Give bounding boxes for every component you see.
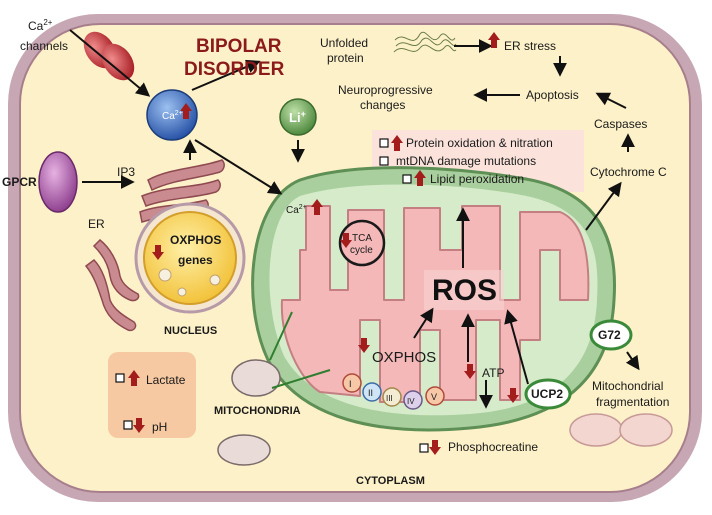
box-item-lipid: Lipid peroxidation [430, 172, 524, 186]
oxphos-label: OXPHOS [372, 349, 436, 366]
down-arrow-ucp2 [507, 388, 519, 403]
mito-pointer-1 [269, 311, 293, 361]
unfolded-protein-line2: protein [327, 51, 364, 65]
checkbox-markers [115, 138, 429, 453]
up-arrow-ca [180, 103, 192, 119]
complex-2: II [368, 388, 373, 398]
checkbox-mtdna [379, 156, 389, 166]
ca-bubble-label: Ca2+ [162, 110, 183, 122]
apoptosis-label: Apoptosis [526, 88, 579, 102]
oxphos-genes-line1: OXPHOS [170, 233, 221, 247]
lactate-label: Lactate [146, 373, 186, 387]
tca-line2: cycle [350, 245, 373, 256]
unfolded-protein-line1: Unfolded [320, 36, 368, 50]
box-item-protein: Protein oxidation & nitration [406, 136, 553, 150]
down-arrow-ph [133, 418, 145, 433]
checkbox-ph [123, 420, 133, 430]
neuroprogressive-line1: Neuroprogressive [338, 83, 433, 97]
ros-label: ROS [432, 274, 497, 307]
ros-highlight [424, 270, 504, 310]
title-line2: DISORDER [184, 59, 285, 80]
lactate-ph-box [108, 352, 196, 438]
pathway-arrows [69, 29, 640, 409]
atp-label: ATP [482, 366, 504, 380]
ucp2-label: UCP2 [531, 387, 563, 401]
lithium-bubble [279, 98, 317, 136]
checkbox-phosphocreatine [419, 443, 429, 453]
phosphocreatine-label: Phosphocreatine [448, 440, 538, 454]
down-arrow-atp [464, 364, 476, 379]
ph-label: pH [152, 420, 167, 434]
ip3-label: IP3 [117, 165, 135, 179]
oxphos-complexes [342, 373, 445, 410]
oxphos-genes-line2: genes [178, 253, 213, 267]
down-arrow-tca [340, 233, 352, 248]
endoplasmic-reticulum [84, 159, 225, 332]
mito-frag-line1: Mitochondrial [592, 379, 663, 393]
down-arrow-phosphocreatine [429, 440, 441, 455]
up-arrow-protein-oxidation [391, 135, 403, 151]
tca-line1: TCA [352, 233, 372, 244]
down-arrow-oxphos [358, 338, 370, 353]
complex-4: IV [407, 397, 415, 406]
gpcr-receptor [38, 151, 78, 213]
tca-cycle-circle [338, 219, 386, 267]
li-label: Li+ [289, 109, 306, 125]
gpcr-label: GPCR [2, 175, 37, 189]
mito-ca-label: Ca2+ [286, 204, 307, 216]
complex-1: I [349, 379, 352, 389]
mitochondria-label: MITOCHONDRIA [214, 405, 301, 417]
up-arrow-lactate [128, 370, 140, 386]
ucp2-ring [524, 378, 572, 410]
down-arrow-oxphos-genes [152, 245, 164, 260]
caspases-label: Caspases [594, 117, 647, 131]
calcium-bubble [146, 89, 198, 141]
nucleus [134, 202, 246, 314]
title-line1: BIPOLAR [196, 36, 282, 57]
up-arrow-mito-ca [311, 199, 323, 215]
up-arrow-er-stress [488, 32, 500, 48]
mito-pointer-2 [271, 369, 331, 389]
checkbox-lactate [115, 373, 125, 383]
complex-5: V [431, 392, 437, 402]
mito-frag-line2: fragmentation [596, 395, 669, 409]
calcium-channel [83, 31, 135, 81]
g72-ring [589, 319, 633, 351]
checkbox-protein [379, 138, 389, 148]
nucleus-label: NUCLEUS [164, 325, 217, 337]
unfolded-protein-icon [393, 31, 457, 53]
er-stress-label: ER stress [504, 39, 556, 53]
cytochrome-c-label: Cytochrome C [590, 165, 667, 179]
small-mitochondria [217, 359, 673, 466]
complex-3: III [386, 394, 393, 403]
ca-channels-word: channels [20, 39, 68, 53]
checkbox-lipid [402, 174, 412, 184]
ca-channels-label: Ca2+ [28, 18, 53, 33]
er-label: ER [88, 217, 105, 231]
regulation-arrows [128, 32, 519, 455]
up-arrow-lipid [414, 170, 426, 186]
g72-label: G72 [598, 328, 621, 342]
cytoplasm-label: CYTOPLASM [356, 475, 425, 487]
box-item-mtdna: mtDNA damage mutations [396, 154, 536, 168]
neuroprogressive-line2: changes [360, 98, 405, 112]
